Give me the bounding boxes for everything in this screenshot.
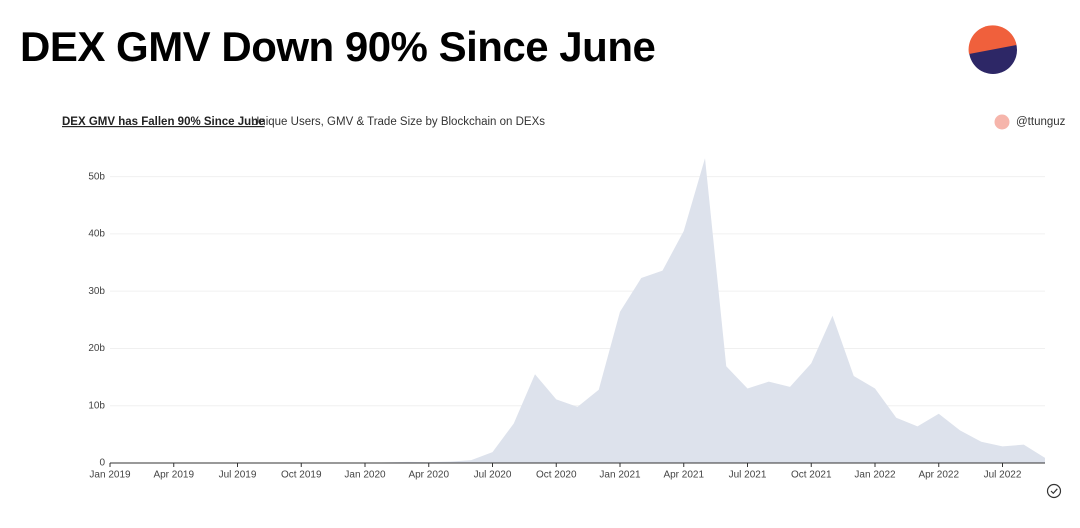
y-tick-label: 20b	[88, 343, 105, 354]
check-icon	[1046, 483, 1062, 499]
legend-label: @ttunguz	[1016, 116, 1066, 128]
legend: @ttunguz	[994, 114, 1066, 130]
y-tick-label: 10b	[88, 400, 105, 411]
x-tick-label: Oct 2019	[281, 470, 322, 481]
x-tick-label: Jul 2022	[984, 470, 1022, 481]
x-tick-label: Jul 2021	[729, 470, 767, 481]
x-tick-label: Apr 2019	[153, 470, 194, 481]
y-tick-label: 30b	[88, 286, 105, 297]
plot: 0 10b 20b 30b 40b 50b Jan 2019 Apr 2019 Jul 2019…	[88, 158, 1045, 481]
x-tick-label: Apr 2022	[918, 470, 959, 481]
x-tick-label: Jan 2022	[854, 470, 896, 481]
x-tick-label: Oct 2021	[791, 470, 832, 481]
x-tick-label: Jan 2019	[89, 470, 131, 481]
x-tick-label: Oct 2020	[536, 470, 577, 481]
area	[110, 158, 1045, 464]
slide-heading: DEX GMV Down 90% Since June	[20, 23, 655, 70]
logo	[968, 25, 1017, 74]
x-tick-label: Apr 2020	[408, 470, 449, 481]
x-tick-label: Jan 2020	[344, 470, 386, 481]
legend-swatch	[994, 114, 1010, 130]
x-tick-label: Apr 2021	[663, 470, 704, 481]
x-tick-label: Jan 2021	[599, 470, 641, 481]
chart-subtitle: Unique Users, GMV & Trade Size by Blockc…	[251, 116, 545, 128]
y-tick-label: 0	[99, 458, 105, 469]
y-tick-label: 40b	[88, 229, 105, 240]
chart-title: DEX GMV has Fallen 90% Since June	[62, 116, 265, 128]
x-tick-label: Jul 2019	[219, 470, 257, 481]
x-tick-label: Jul 2020	[474, 470, 512, 481]
y-tick-label: 50b	[88, 171, 105, 182]
